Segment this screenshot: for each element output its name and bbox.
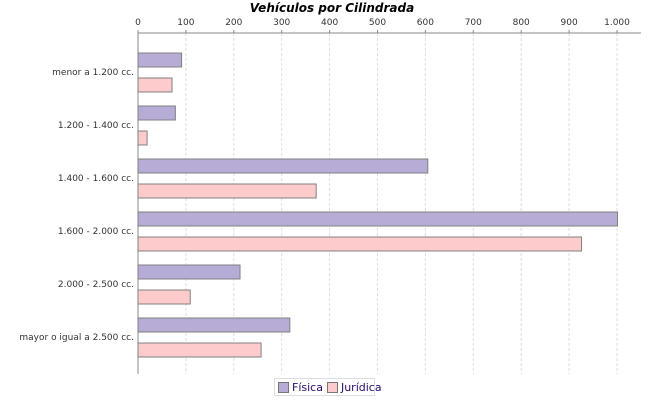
bar-juridica xyxy=(137,77,173,93)
bar-juridica xyxy=(137,183,317,199)
bar-fisica xyxy=(137,264,241,280)
bar-juridica xyxy=(137,342,262,358)
x-tick-label: 400 xyxy=(321,18,338,28)
bar-juridica xyxy=(137,130,148,146)
legend-swatch-juridica xyxy=(326,381,338,393)
x-tick-label: 300 xyxy=(273,18,290,28)
bar-juridica xyxy=(137,236,583,252)
legend-label-juridica: Jurídica xyxy=(340,380,382,394)
bar-fisica xyxy=(137,211,618,227)
x-tick-label: 900 xyxy=(561,18,578,28)
legend-item-juridica: Jurídica xyxy=(326,380,382,394)
category-label: menor a 1.200 cc. xyxy=(52,68,134,78)
category-label: 2.000 - 2.500 cc. xyxy=(58,280,134,290)
x-tick-label: 700 xyxy=(465,18,482,28)
x-tick-label: 0 xyxy=(135,18,141,28)
chart-title: Vehículos por Cilindrada xyxy=(250,1,414,15)
legend: Física Jurídica xyxy=(274,378,382,396)
legend-swatch-fisica xyxy=(278,381,289,393)
category-label: 1.200 - 1.400 cc. xyxy=(58,121,134,131)
bar-fisica xyxy=(137,52,183,68)
x-tick-label: 800 xyxy=(513,18,530,28)
x-tick-label: 600 xyxy=(417,18,434,28)
legend-item-fisica: Física xyxy=(278,381,323,394)
x-tick-label: 500 xyxy=(369,18,386,28)
category-label: 1.600 - 2.000 cc. xyxy=(58,227,134,237)
bar-fisica xyxy=(137,105,176,121)
category-label: 1.400 - 1.600 cc. xyxy=(58,174,134,184)
x-tick-label: 1.000 xyxy=(604,18,630,28)
bar-fisica xyxy=(137,158,429,174)
category-label: mayor o igual a 2.500 cc. xyxy=(19,333,134,343)
x-tick-label: 100 xyxy=(177,18,194,28)
bar-juridica xyxy=(137,289,191,305)
bar-fisica xyxy=(137,317,291,333)
legend-label-fisica: Física xyxy=(292,380,323,394)
x-tick-label: 200 xyxy=(225,18,242,28)
